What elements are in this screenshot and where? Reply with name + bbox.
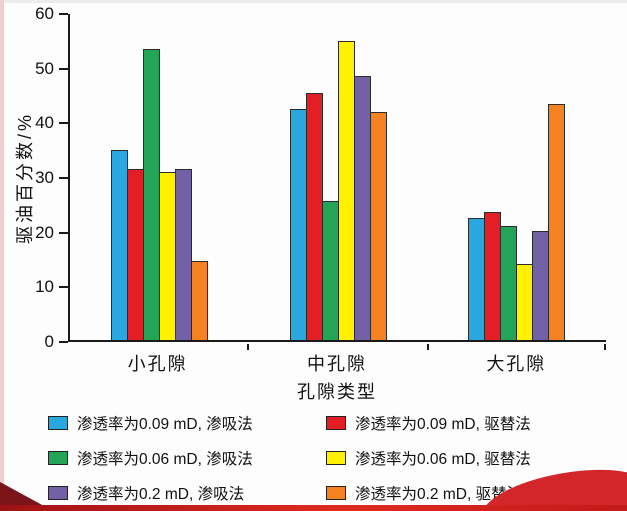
y-tick-label: 20 [35,222,54,242]
x-tick-label: 小孔隙 [127,354,188,374]
legend-item: 渗透率为0.06 mD, 驱替法 [326,447,604,469]
y-tick-label: 50 [35,58,54,78]
legend-swatch [326,416,346,430]
bar [468,217,486,340]
y-tick-mark [59,122,68,125]
y-tick-mark [59,177,68,179]
legend-label: 渗透率为0.06 mD, 驱替法 [355,451,531,468]
x-labels: 小孔隙 中孔隙 大孔隙 [68,350,606,376]
legend-swatch [326,451,346,465]
legend-swatch [48,486,68,500]
bar [369,111,387,340]
legend: 渗透率为0.09 mD, 渗吸法 渗透率为0.09 mD, 驱替法 渗透率为0.06… [48,412,604,504]
x-tick-mark [604,344,606,350]
legend-label: 渗透率为0.2 mD, 渗吸法 [77,486,245,503]
bar [516,263,534,340]
bar [321,201,339,340]
y-tick-mark [59,231,68,234]
plot-area [68,14,606,342]
bar [353,76,371,340]
bar [174,168,192,340]
y-tick-label: 60 [35,4,54,23]
y-tick-label: 40 [35,113,54,133]
legend-item: 渗透率为0.09 mD, 驱替法 [326,412,604,434]
legend-label: 渗透率为0.09 mD, 渗吸法 [77,416,253,433]
photo-artifact-top-edge [0,0,627,3]
legend-swatch [326,486,346,500]
bar [142,49,160,340]
legend-label: 渗透率为0.06 mD, 渗吸法 [77,451,253,468]
x-tick-label: 大孔隙 [486,354,547,374]
legend-swatch [48,416,68,430]
x-tick-label: 中孔隙 [306,354,367,374]
bar [548,103,566,340]
y-tick-mark [59,13,68,15]
y-axis-title: 驱油百分数/% [15,111,35,245]
x-tick-mark [426,344,429,350]
bar [126,168,144,340]
plot-wrap [68,14,606,350]
bar [484,212,502,340]
x-tick-mark [247,344,250,350]
y-tick-label: 10 [35,277,54,297]
legend-item: 渗透率为0.09 mD, 渗吸法 [48,412,320,434]
legend-item: 渗透率为0.2 mD, 渗吸法 [48,482,320,504]
bar [110,149,128,340]
y-tick-mark [59,67,68,70]
legend-swatch [48,451,68,465]
bar [305,92,323,340]
legend-label: 渗透率为0.09 mD, 驱替法 [355,416,531,433]
x-axis-title: 孔隙类型 [297,382,377,402]
photo-artifact-left-edge [0,0,4,511]
bar-group [249,14,428,340]
bar-group [427,14,606,340]
bar-group [70,14,249,340]
y-tick-label: 30 [35,168,54,187]
bar [337,41,355,340]
photo-artifact-bottom-edge [0,505,627,511]
photo-artifact-pen-tip [0,482,44,506]
y-tick-mark [59,286,68,289]
bar [500,225,518,340]
y-tick-label: 0 [44,332,54,351]
legend-item: 渗透率为0.06 mD, 渗吸法 [48,447,320,469]
y-tick-mark [59,341,68,343]
legend-label: 渗透率为0.2 mD, 驱替法 [355,486,523,503]
bar [532,231,550,340]
bar [289,109,307,340]
legend-item: 渗透率为0.2 mD, 驱替法 [326,482,604,504]
bar [190,261,208,340]
bar [158,171,176,340]
